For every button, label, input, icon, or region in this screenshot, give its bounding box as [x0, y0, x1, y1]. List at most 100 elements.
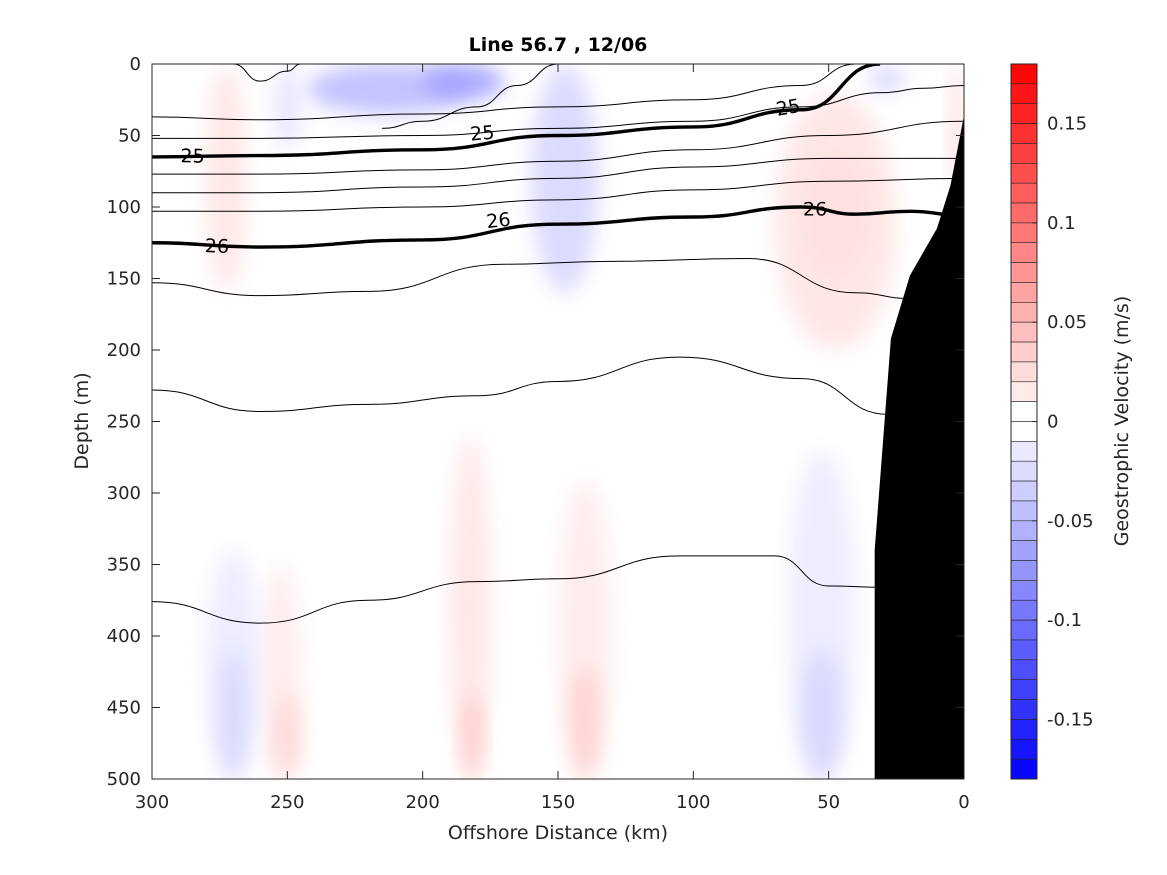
velocity-cell — [219, 650, 247, 779]
y-tick-label: 450 — [107, 698, 141, 719]
colorbar-cell — [1010, 599, 1038, 621]
colorbar-cell — [1010, 262, 1038, 283]
colorbar-cell — [1010, 103, 1038, 124]
colorbar-tick-label: -0.15 — [1047, 709, 1094, 730]
density-contour — [152, 555, 883, 624]
density-contour — [152, 64, 964, 121]
contour-labels: 25 25 25 26 26 26 — [180, 95, 827, 258]
y-tick-label: 100 — [107, 197, 141, 218]
density-contour-bold — [152, 64, 881, 159]
density-contour — [152, 157, 964, 194]
colorbar-cell — [1010, 520, 1038, 541]
contour-label-text: 26 — [204, 235, 229, 258]
colorbar-tick-label: -0.1 — [1047, 610, 1082, 631]
velocity-cell — [801, 650, 843, 779]
colorbar-cell — [1010, 123, 1038, 144]
velocity-cell — [463, 693, 483, 779]
colorbar-cell — [1010, 738, 1038, 760]
colorbar-cell — [1010, 182, 1038, 204]
contour-label-text: 26 — [485, 209, 511, 233]
contour-label: 26 — [204, 235, 229, 258]
colorbar-cell — [1010, 83, 1038, 105]
colorbar-cell — [1010, 143, 1038, 164]
colorbar-cell — [1010, 758, 1038, 780]
velocity-cell — [774, 92, 897, 350]
contour-label: 26 — [803, 198, 827, 220]
x-axis-label: Offshore Distance (km) — [448, 822, 668, 844]
y-tick-label: 500 — [107, 769, 141, 790]
density-contour — [152, 84, 964, 139]
y-tick-label: 250 — [107, 412, 141, 433]
velocity-field — [206, 64, 964, 779]
contour-label-text: 26 — [803, 198, 827, 220]
x-tick-label: 100 — [676, 792, 710, 813]
colorbar-cell — [1010, 580, 1038, 601]
colorbar-cell — [1010, 361, 1038, 383]
colorbar-cell — [1010, 500, 1038, 522]
x-tick-label: 250 — [270, 792, 304, 813]
colorbar-cell — [1010, 441, 1038, 462]
y-tick-label: 200 — [107, 340, 141, 361]
x-tick-label: 200 — [405, 792, 439, 813]
colorbar-tick-label: 0.05 — [1047, 312, 1087, 333]
velocity-cell — [869, 64, 905, 93]
colorbar-cell — [1010, 202, 1038, 224]
colorbar-tick-label: 0.1 — [1047, 213, 1076, 234]
colorbar-cell — [1010, 401, 1038, 422]
velocity-cell — [206, 64, 247, 293]
colorbar-cell — [1010, 639, 1038, 661]
density-contour — [152, 177, 964, 212]
colorbar-cell — [1010, 321, 1038, 343]
colorbar-cell — [1010, 659, 1038, 680]
contour-label: 25 — [469, 122, 495, 146]
colorbar-cell — [1010, 679, 1038, 700]
contour-label: 26 — [485, 209, 511, 233]
colorbar-cell — [1010, 480, 1038, 502]
x-axis: 300 250 200 150 100 50 0 — [135, 64, 970, 813]
colorbar-tick-label: 0.15 — [1047, 114, 1087, 135]
contour-label-text: 25 — [180, 145, 205, 167]
contour-label: 25 — [774, 95, 802, 121]
colorbar-ticks: 0.15 0.1 0.05 0 -0.05 -0.1 -0.15 — [1032, 114, 1094, 730]
x-tick-label: 300 — [135, 792, 169, 813]
density-contour — [382, 64, 559, 129]
colorbar-cell — [1010, 302, 1038, 323]
colorbar-cell — [1010, 222, 1038, 244]
colorbar-cell — [1010, 560, 1038, 581]
density-contour — [152, 120, 964, 175]
y-tick-label: 150 — [107, 269, 141, 290]
colorbar: 0.15 0.1 0.05 0 -0.05 -0.1 -0.15 Geostrophic V… — [1010, 63, 1133, 780]
contour-label-text: 25 — [469, 122, 495, 146]
colorbar-cell — [1010, 540, 1038, 561]
density-contour — [152, 257, 910, 300]
colorbar-cell — [1010, 63, 1038, 85]
velocity-cell — [449, 435, 491, 779]
colorbar-cells — [1010, 63, 1038, 780]
y-tick-label: 50 — [118, 126, 141, 147]
y-tick-label: 400 — [107, 626, 141, 647]
colorbar-tick-label: 0 — [1047, 412, 1058, 433]
chart-title: Line 56.7 , 12/06 — [469, 34, 648, 56]
colorbar-cell — [1010, 381, 1038, 402]
colorbar-cell — [1010, 719, 1038, 740]
bathymetry — [874, 115, 964, 779]
x-tick-label: 0 — [958, 792, 969, 813]
y-axis: 0 50 100 150 200 250 300 350 400 450 500 — [107, 54, 964, 790]
velocity-cell — [273, 64, 301, 150]
velocity-cell — [571, 664, 599, 779]
x-tick-label: 150 — [541, 792, 575, 813]
colorbar-tick-label: -0.05 — [1047, 511, 1094, 532]
colorbar-cell — [1010, 242, 1038, 263]
colorbar-cell — [1010, 421, 1038, 442]
colorbar-label: Geostrophic Velocity (m/s) — [1111, 296, 1133, 546]
colorbar-cell — [1010, 282, 1038, 303]
density-contour-bold — [152, 205, 964, 249]
colorbar-cell — [1010, 341, 1038, 363]
y-axis-label: Depth (m) — [71, 372, 93, 469]
density-contours — [152, 64, 964, 624]
density-contour — [233, 64, 301, 82]
y-tick-label: 350 — [107, 555, 141, 576]
seafloor-shelf — [874, 115, 964, 779]
x-tick-label: 50 — [817, 792, 840, 813]
